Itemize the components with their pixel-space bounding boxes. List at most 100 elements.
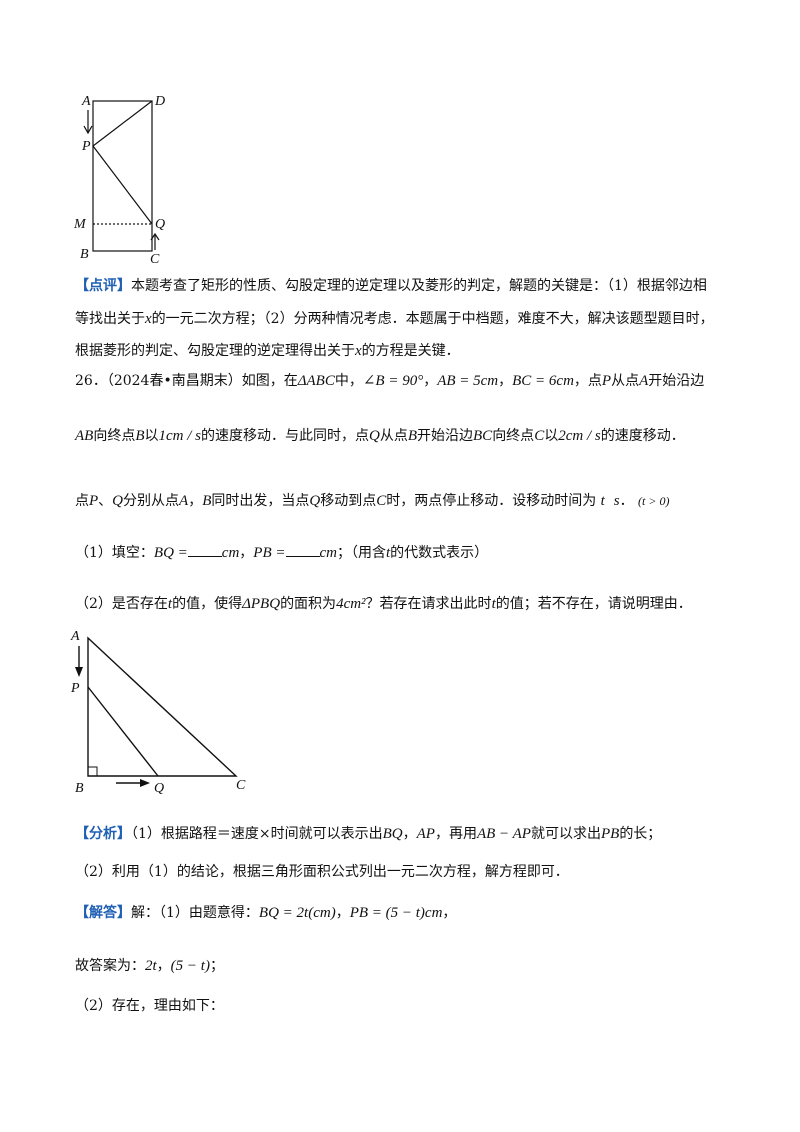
analysis-text: 的长； [619,826,662,842]
arrow-up-icon [150,232,160,250]
math: Q [309,493,321,509]
math: AB = 5cm [437,373,499,389]
problem-text: （2）是否存在 [75,596,168,612]
solution-text: ， [335,905,350,921]
solution-text: ； [209,958,224,974]
math: ΔABC [297,373,335,389]
comment-line-1: 【点评】本题考查了矩形的性质、勾股定理的逆定理以及菱形的判定，解题的关键是：（1… [75,276,707,296]
analysis-line-2: （2）利用（1）的结论，根据三角形面积公式列出一元二次方程，解方程即可． [75,862,569,882]
problem-text: 点 [75,493,89,509]
problem-text: 、 [98,493,113,509]
math: C [534,428,545,444]
math: cm [319,545,338,561]
math: PB [600,826,620,842]
problem-text: 分别从点 [123,493,180,509]
math: P [601,373,612,389]
problem-text: 的速度移动． [600,428,685,444]
label-C: C [236,778,246,793]
math: ∠B = 90° [362,373,424,389]
solution-text: 解：（1）由题意得： [131,905,259,921]
problem-text: 从点 [379,428,408,444]
math: (t > 0) [638,494,670,508]
comment-line-3: 根据菱形的判定、勾股定理的逆定理得出关于x的方程是关键． [75,341,460,361]
comment-text: 的方程是关键． [361,343,460,359]
problem-text: 的速度移动．与此同时，点 [201,428,369,444]
math: 2t [145,958,157,974]
answer-blank[interactable] [187,542,222,557]
rectangle-ABCD [92,100,153,252]
problem-text: 的值；若不存在，请说明理由． [495,596,692,612]
problem-text: 中， [334,373,363,389]
problem-text: （1）填空： [75,545,154,561]
problem-text: ？若存在请求出此时 [365,596,492,612]
label-A: A [70,629,80,644]
label-P: P [81,139,91,154]
comment-tag: 【点评】 [75,278,131,294]
math: BC [473,428,493,444]
math: t [167,596,173,612]
problem-text: 的面积为 [280,596,337,612]
problem-text: 开始沿边 [648,373,705,389]
math: t [600,493,605,509]
math-var: x [145,311,152,327]
math: AP [416,826,435,842]
analysis-text: ，再用 [434,826,477,842]
problem-text: ， [188,493,203,509]
math: P [89,493,99,509]
problem-text: 向终点 [492,428,535,444]
problem-text: ， [498,373,513,389]
problem-text: 的代数式表示） [390,545,489,561]
math: t [386,545,391,561]
math: B [135,428,145,444]
solution-line-3: （2）存在，理由如下： [75,996,224,1016]
math: Q [112,493,124,509]
problem-text: 以 [544,428,559,444]
comment-text: 根据菱形的判定、勾股定理的逆定理得出关于 [75,343,355,359]
problem-text: 以 [144,428,159,444]
math: s [613,493,620,509]
solution-tag: 【解答】 [75,905,131,921]
math: BQ = 2t(cm) [258,905,336,921]
comment-text: 等找出关于 [75,311,145,327]
problem-text: 向终点 [93,428,136,444]
question-1-line: （1）填空：BQ = cm，PB = cm；（用含t的代数式表示） [75,542,488,563]
problem-text: 26．（2024春•南昌期末）如图，在 [75,373,298,389]
math: BQ = [153,545,188,561]
solution-text: ， [156,958,171,974]
problem-text: 移动到点 [320,493,377,509]
comment-text: 的一元二次方程；（2）分两种情况考虑．本题属于中档题，难度不大，解决该题型题目时… [151,311,714,327]
math: BC = 6cm [512,373,574,389]
analysis-text: （1）根据路程＝速度×时间就可以表示出 [131,826,383,842]
math: 2cm / s [558,428,601,444]
problem-line-2: AB向终点B以1cm / s的速度移动．与此同时，点Q从点B开始沿边BC向终点C… [75,426,685,446]
math-var: x [355,343,362,359]
math: B [202,493,212,509]
solution-text: ， [442,905,457,921]
math: (5 − t) [170,958,210,974]
problem-text: ． [619,493,634,509]
solution-line-2: 故答案为：2t，(5 − t)； [75,956,224,976]
math: ΔPBQ [242,596,281,612]
math: t [491,596,496,612]
analysis-text: （2）利用（1）的结论，根据三角形面积公式列出一元二次方程，解方程即可． [75,864,569,880]
math: PB = [253,545,286,561]
problem-line-1: 26．（2024春•南昌期末）如图，在ΔABC中，∠B = 90° ，AB = 5… [75,371,704,391]
problem-line-3: 点P、Q分别从点A，B同时出发，当点Q移动到点C时，两点停止移动．设移动时间为 … [75,491,669,511]
solution-line-1: 【解答】解：（1）由题意得：BQ = 2t(cm)，PB = (5 − t)cm… [75,903,456,923]
arrow-right-icon [116,779,150,787]
math: B [407,428,418,444]
label-C: C [150,252,160,267]
segment-PQ [87,686,159,777]
label-D: D [154,94,165,109]
analysis-tag: 【分析】 [75,826,131,842]
rectangle-figure: A D P M Q B C [73,94,165,267]
problem-text: 时，两点停止移动．设移动时间为 [386,493,597,509]
answer-blank[interactable] [285,542,320,557]
math: A [639,373,649,389]
arrow-down-icon [75,646,83,677]
arrow-down-icon [83,110,93,135]
label-Q: Q [154,781,164,796]
problem-text: 开始沿边 [417,428,474,444]
solution-text: 故答案为： [75,958,145,974]
comment-line-2: 等找出关于x的一元二次方程；（2）分两种情况考虑．本题属于中档题，难度不大，解决… [75,309,714,329]
